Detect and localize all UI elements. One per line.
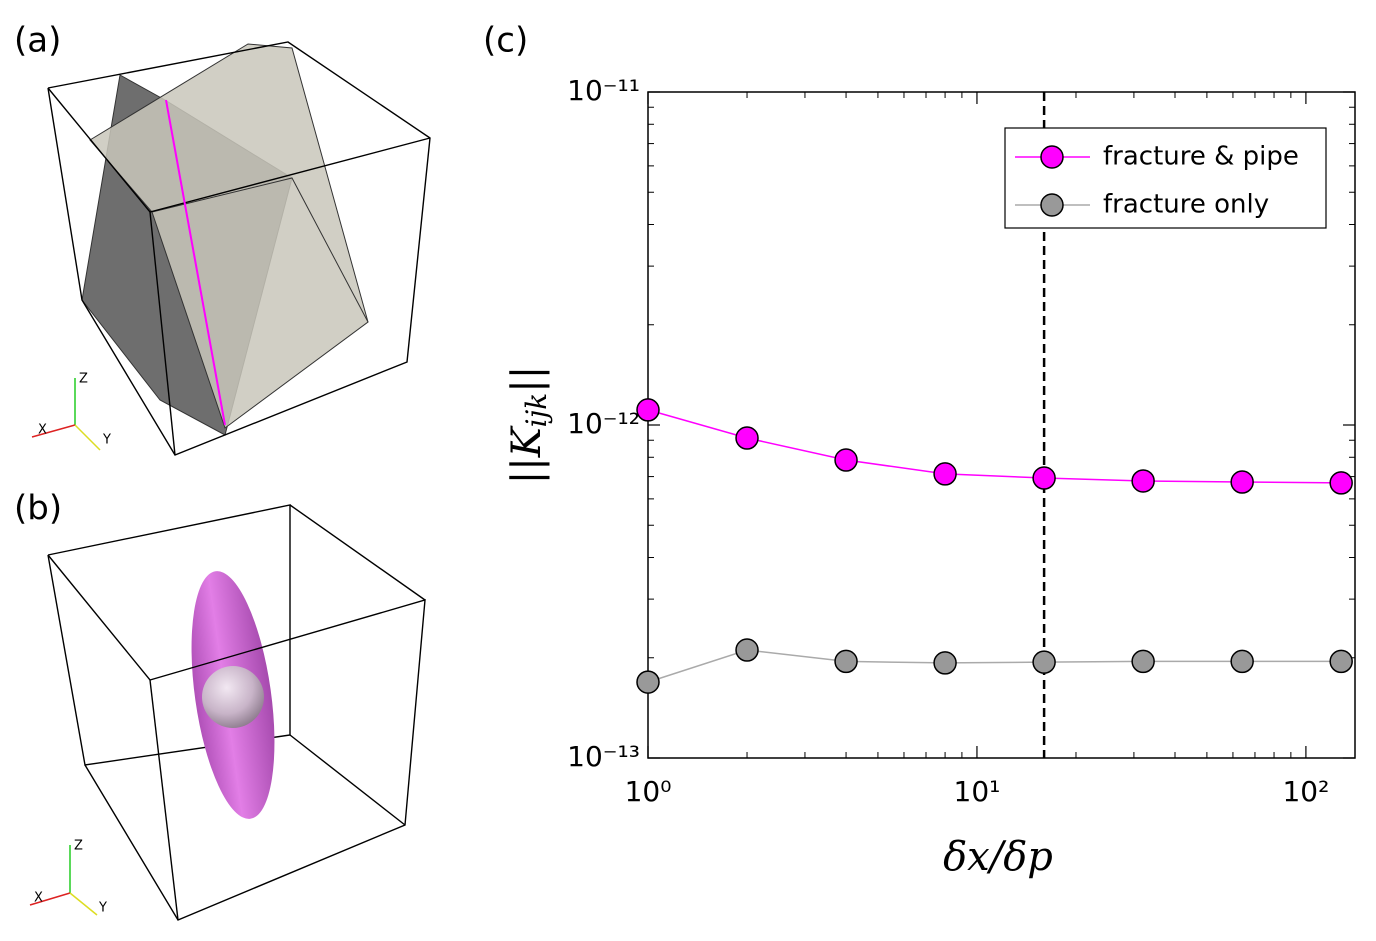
y-tick-label: 10⁻¹² [567, 407, 640, 440]
marker [636, 398, 660, 422]
plane-edge [151, 177, 369, 323]
panel-label: (a) [14, 21, 61, 61]
series-line [647, 649, 1342, 683]
marker [834, 448, 858, 472]
x-axis [29, 892, 71, 906]
panel-label: (b) [14, 489, 62, 529]
marker [933, 462, 957, 486]
marker [735, 426, 759, 450]
series-line [647, 409, 1342, 484]
axes-triad: Z X Y [31, 372, 111, 451]
x-tick-label: 10⁰ [625, 775, 672, 808]
x-tick-label: 10² [1282, 775, 1329, 808]
y-tick-label: 10⁻¹¹ [567, 74, 640, 107]
axis-letter: Z [74, 839, 83, 854]
plot: 10⁰ 10¹ 10² 10⁻¹³ 10⁻¹² 10⁻¹¹ fracture & pipe f… [567, 74, 1356, 808]
pipe [165, 99, 226, 426]
legend-label: fracture & pipe [1103, 142, 1299, 172]
marker [834, 649, 858, 674]
legend-marker [1040, 193, 1064, 217]
box-wire [47, 554, 426, 921]
marker [1032, 650, 1056, 674]
marker [636, 670, 660, 694]
marker [1131, 469, 1155, 493]
panel-a: (a) Z X Y [14, 21, 431, 456]
legend-marker [1040, 145, 1064, 169]
axis-letter: Y [98, 901, 107, 916]
box-wire [47, 41, 431, 456]
y-label-sub: ijk [520, 393, 553, 428]
marker [933, 651, 957, 675]
marker [1032, 466, 1056, 490]
axis-letter: Z [79, 372, 88, 387]
marker [1131, 649, 1155, 674]
marker [1329, 649, 1353, 674]
marker [1230, 470, 1254, 494]
marker [735, 638, 759, 662]
y-axis [74, 424, 101, 451]
box-wire [149, 679, 179, 921]
x-axis-label: δx/δp [943, 834, 1053, 880]
axis-letter: Y [102, 433, 111, 448]
axis-letter: X [38, 423, 47, 438]
axes-triad: Z X Y [29, 839, 107, 916]
sphere [202, 666, 264, 728]
x-axis [31, 424, 76, 438]
legend-label: fracture only [1103, 190, 1269, 220]
axis-letter: X [34, 891, 43, 906]
y-label-end: || [504, 366, 550, 393]
panel-label: (c) [483, 21, 528, 61]
y-tick-label: 10⁻¹³ [567, 740, 640, 773]
panel-b: (b) Z X Y [14, 489, 426, 921]
box-wire [289, 504, 426, 601]
x-tick-label: 10¹ [954, 775, 1001, 808]
marker [1329, 471, 1353, 495]
box-wire [289, 734, 406, 826]
y-axis [69, 892, 98, 916]
y-label-main: ||K [504, 425, 550, 484]
marker [1230, 649, 1254, 674]
y-axis-label: ||Kijk|| [504, 366, 553, 484]
box-wire [149, 211, 176, 456]
